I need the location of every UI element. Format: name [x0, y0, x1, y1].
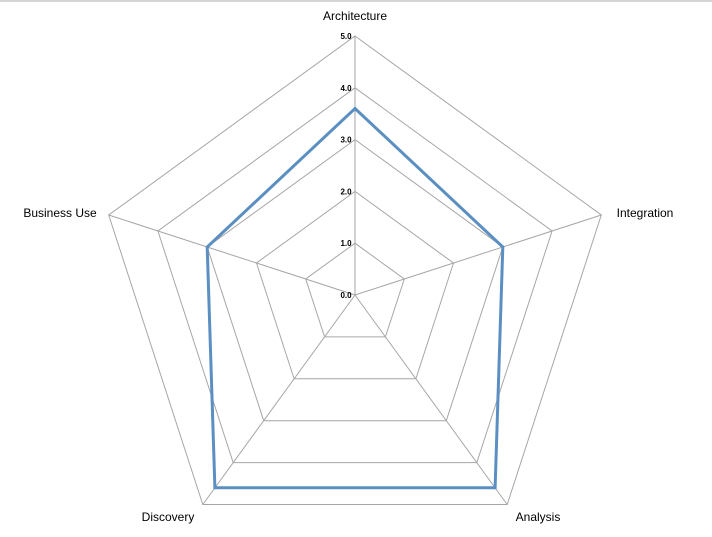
grid-ring-2: [255, 190, 455, 380]
data-point-discovery: [213, 486, 217, 490]
data-point-architecture: [353, 107, 357, 110]
axis-label-architecture: Architecture: [323, 9, 387, 23]
tick-label: 0.0: [340, 291, 352, 300]
spoke-integration: [354, 214, 602, 296]
spoke-analysis: [354, 294, 508, 505]
grid-ring-4: [157, 87, 553, 464]
tick-label: 1.0: [340, 239, 352, 248]
axis-label-analysis: Analysis: [516, 510, 561, 524]
axis-labels: Architecture Integration Analysis Discovery…: [23, 9, 673, 524]
axis-label-business-use: Business Use: [23, 206, 97, 220]
grid-ring-1: [305, 242, 405, 338]
tick-label: 2.0: [340, 187, 352, 196]
grid-ring-5: [108, 35, 602, 505]
series: [205, 106, 505, 490]
grid: [108, 35, 602, 505]
spoke-discovery: [202, 294, 356, 505]
series-line-1: [205, 106, 505, 490]
axis-label-integration: Integration: [617, 206, 674, 220]
grid-ring-3: [206, 138, 504, 422]
spoke-business-use: [108, 214, 356, 296]
tick-label: 3.0: [340, 136, 352, 145]
axis-label-discovery: Discovery: [142, 510, 195, 524]
data-point-integration: [501, 245, 505, 249]
tick-labels: 0.0 1.0 2.0 3.0 4.0 5.0: [340, 32, 352, 300]
tick-label: 4.0: [340, 84, 352, 93]
data-point-analysis: [493, 486, 497, 490]
tick-label: 5.0: [340, 32, 352, 41]
top-border: [0, 0, 712, 2]
data-point-business-use: [205, 245, 209, 249]
